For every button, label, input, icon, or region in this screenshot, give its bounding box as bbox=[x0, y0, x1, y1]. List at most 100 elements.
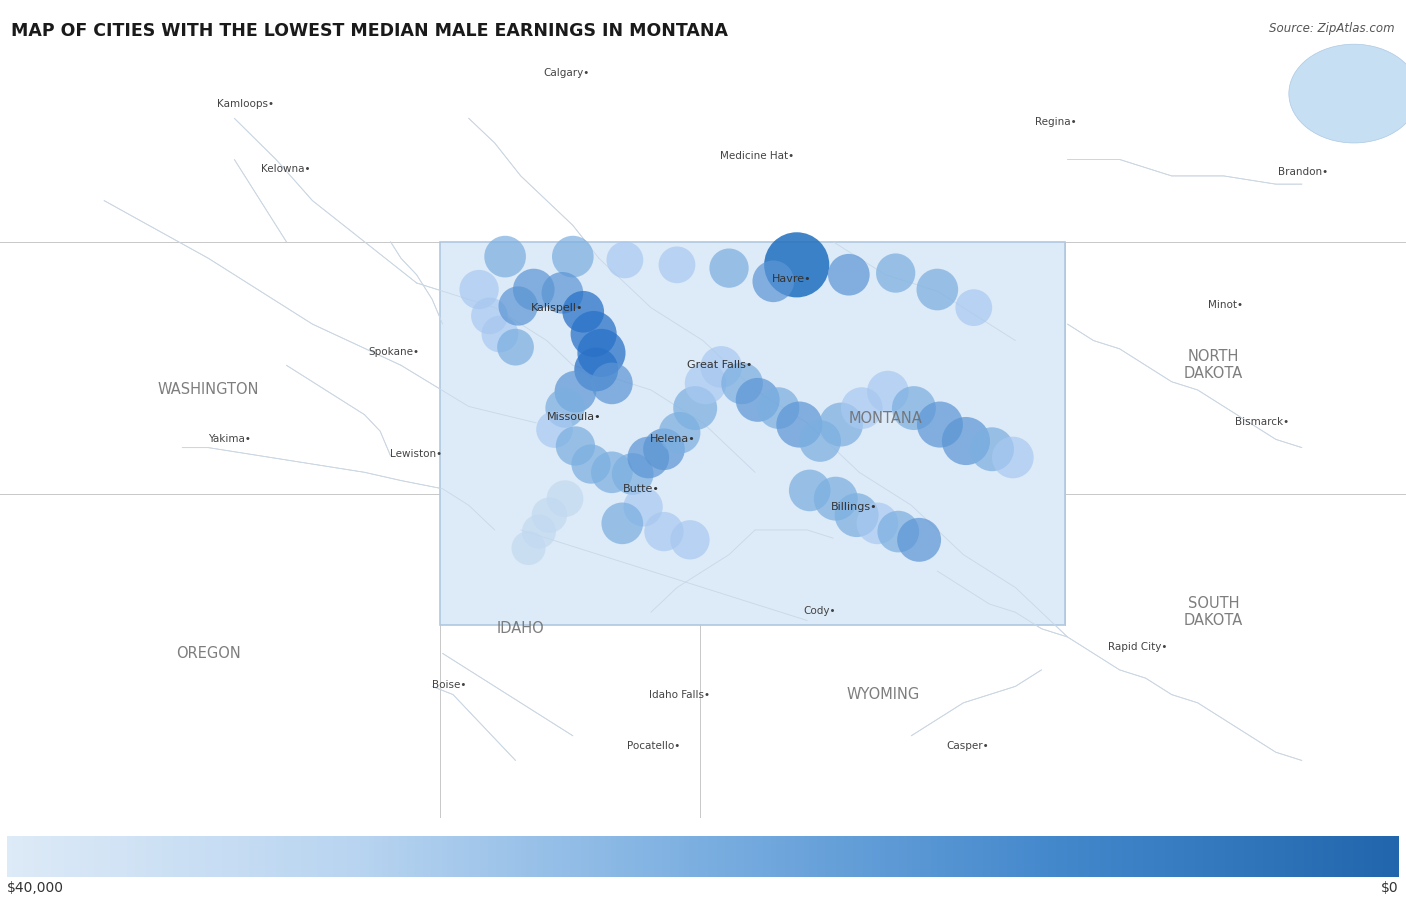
Point bbox=[554, 401, 576, 415]
Text: Calgary•: Calgary• bbox=[543, 68, 589, 78]
Point bbox=[747, 393, 769, 407]
Point bbox=[876, 385, 898, 399]
Point bbox=[621, 467, 644, 481]
Point bbox=[851, 401, 873, 415]
Text: Missoula•: Missoula• bbox=[547, 412, 602, 423]
Point bbox=[824, 492, 846, 506]
Ellipse shape bbox=[1289, 44, 1406, 143]
Text: Medicine Hat•: Medicine Hat• bbox=[720, 151, 794, 161]
Point bbox=[582, 327, 605, 342]
Point bbox=[789, 417, 811, 432]
Point bbox=[523, 282, 546, 297]
Text: IDAHO: IDAHO bbox=[496, 621, 544, 636]
Point bbox=[845, 508, 868, 522]
Point bbox=[768, 401, 790, 415]
Text: MONTANA: MONTANA bbox=[848, 411, 922, 426]
Point bbox=[637, 450, 659, 465]
Point bbox=[564, 439, 586, 453]
Text: Boise•: Boise• bbox=[432, 680, 467, 690]
Text: WASHINGTON: WASHINGTON bbox=[157, 382, 259, 397]
Point bbox=[613, 253, 636, 267]
Text: Idaho Falls•: Idaho Falls• bbox=[650, 690, 710, 700]
Point bbox=[543, 423, 565, 437]
Point bbox=[762, 274, 785, 289]
Point bbox=[710, 360, 733, 374]
Text: Minot•: Minot• bbox=[1208, 300, 1243, 310]
Text: Kalispell•: Kalispell• bbox=[530, 303, 583, 313]
Point bbox=[866, 516, 889, 530]
Point bbox=[591, 346, 613, 360]
Point bbox=[981, 442, 1004, 457]
Point bbox=[554, 492, 576, 506]
Point bbox=[718, 261, 741, 275]
Point bbox=[612, 516, 634, 530]
Text: Pocatello•: Pocatello• bbox=[627, 742, 681, 752]
Text: Casper•: Casper• bbox=[946, 742, 990, 752]
Point bbox=[478, 308, 501, 323]
Text: SOUTH
DAKOTA: SOUTH DAKOTA bbox=[1184, 596, 1243, 628]
Text: Havre•: Havre• bbox=[772, 274, 811, 284]
Point bbox=[808, 434, 831, 449]
Text: $40,000: $40,000 bbox=[7, 880, 65, 895]
Point bbox=[903, 401, 925, 415]
Point bbox=[838, 268, 860, 282]
Text: Spokane•: Spokane• bbox=[368, 347, 419, 357]
Point bbox=[652, 442, 675, 457]
Point bbox=[679, 532, 702, 547]
Point bbox=[489, 327, 512, 342]
Text: Cody•: Cody• bbox=[803, 606, 837, 616]
Text: OREGON: OREGON bbox=[176, 645, 240, 661]
Point bbox=[799, 484, 821, 498]
Point bbox=[600, 465, 623, 479]
Point bbox=[585, 362, 607, 377]
Text: MAP OF CITIES WITH THE LOWEST MEDIAN MALE EARNINGS IN MONTANA: MAP OF CITIES WITH THE LOWEST MEDIAN MAL… bbox=[11, 22, 728, 40]
Point bbox=[538, 508, 561, 522]
Text: Kelowna•: Kelowna• bbox=[262, 165, 311, 174]
Point bbox=[652, 524, 675, 539]
Point bbox=[786, 258, 808, 272]
Point bbox=[929, 417, 952, 432]
Point bbox=[830, 417, 852, 432]
Text: Brandon•: Brandon• bbox=[1278, 167, 1329, 177]
Point bbox=[551, 286, 574, 300]
Point bbox=[527, 524, 550, 539]
Text: Kamloops•: Kamloops• bbox=[217, 99, 274, 110]
Point bbox=[887, 524, 910, 539]
Text: Source: ZipAtlas.com: Source: ZipAtlas.com bbox=[1270, 22, 1395, 35]
Text: $0: $0 bbox=[1381, 880, 1399, 895]
Point bbox=[695, 376, 717, 390]
Point bbox=[731, 376, 754, 390]
Text: Rapid City•: Rapid City• bbox=[1108, 642, 1167, 652]
Point bbox=[908, 532, 931, 547]
Point bbox=[468, 282, 491, 297]
Point bbox=[631, 500, 654, 514]
Point bbox=[564, 385, 586, 399]
Point bbox=[505, 340, 527, 354]
Text: Regina•: Regina• bbox=[1035, 118, 1077, 128]
Text: Butte•: Butte• bbox=[623, 484, 661, 494]
Text: Great Falls•: Great Falls• bbox=[688, 360, 752, 370]
Point bbox=[955, 434, 977, 449]
Point bbox=[508, 298, 530, 313]
Point bbox=[494, 249, 516, 263]
Point bbox=[665, 258, 688, 272]
Point bbox=[884, 266, 907, 280]
Point bbox=[963, 300, 986, 315]
Point bbox=[579, 457, 602, 471]
Bar bbox=[440, 242, 1066, 625]
Point bbox=[517, 541, 540, 556]
Text: Helena•: Helena• bbox=[650, 434, 696, 444]
Text: Yakima•: Yakima• bbox=[208, 434, 250, 444]
Text: Lewiston•: Lewiston• bbox=[389, 450, 441, 459]
Point bbox=[668, 425, 690, 440]
Point bbox=[561, 249, 583, 263]
Text: NORTH
DAKOTA: NORTH DAKOTA bbox=[1184, 349, 1243, 381]
Text: Billings•: Billings• bbox=[831, 502, 877, 512]
Point bbox=[600, 376, 623, 390]
Point bbox=[683, 401, 706, 415]
Point bbox=[1001, 450, 1024, 465]
Point bbox=[927, 282, 949, 297]
Point bbox=[572, 305, 595, 319]
Text: Bismarck•: Bismarck• bbox=[1236, 417, 1289, 427]
Text: WYOMING: WYOMING bbox=[846, 687, 920, 702]
